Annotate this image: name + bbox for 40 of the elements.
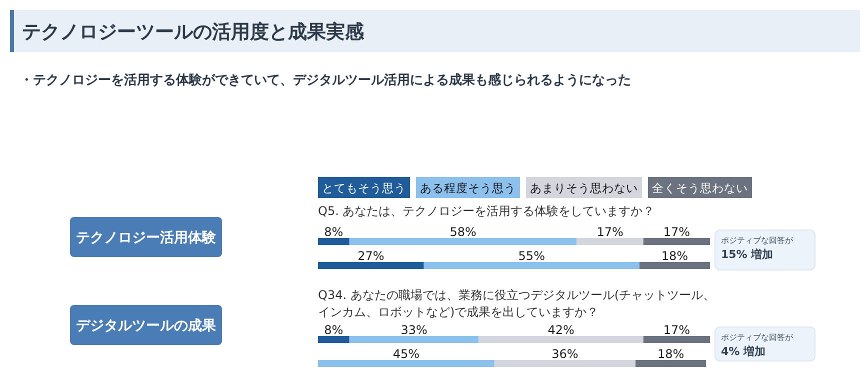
data-label: 18% (657, 347, 684, 361)
bar (494, 360, 636, 367)
data-label: 55% (518, 249, 545, 263)
bar (478, 336, 644, 343)
bar (639, 262, 710, 269)
text: テクノロジーツールの活用度と成果実感 (22, 21, 365, 43)
text: ポジティブな回答が 4% 増加 (721, 333, 794, 358)
chart-title: Q5. あなたは、テクノロジーを活用する体験をしていますか？ (318, 204, 655, 218)
bar (643, 238, 710, 245)
bar (318, 238, 350, 245)
text: あまりそう思わない (530, 181, 638, 195)
data-label: 8% (324, 323, 344, 337)
data-label: 33% (400, 323, 428, 337)
data-label: 17% (663, 323, 690, 337)
data-label: 17% (663, 225, 690, 239)
y-axis-title: デジタルツールの成果 (76, 318, 217, 334)
text: とてもそう思う (322, 181, 406, 195)
data-label: 17% (596, 225, 624, 239)
text: 全くそう思わない (652, 181, 748, 195)
text: ・テクノロジーを活用する体験ができていて、デジタルツール活用による成果も感じられるようになった (20, 72, 631, 88)
bar (636, 360, 706, 367)
data-label: 18% (661, 249, 688, 263)
bar (318, 262, 424, 269)
y-axis-title: テクノロジー活用体験 (76, 230, 217, 246)
text: ある程度そう思う (420, 181, 516, 195)
bar (349, 336, 479, 343)
data-label: 58% (450, 225, 476, 239)
bar (576, 238, 644, 245)
text: ポジティブな回答が 15% 増加 (721, 236, 794, 261)
data-label: 36% (552, 347, 578, 361)
data-label: 45% (392, 347, 420, 361)
bar (424, 262, 640, 269)
data-label: 27% (358, 249, 384, 263)
bar (318, 360, 494, 367)
data-label: 8% (324, 225, 344, 239)
bar (349, 238, 577, 245)
chart-title: Q34. あなたの職場では、業務に役立つデジタルツール(チャットツール、インカム、ロボットなど)で成果を出していますか？ (318, 288, 716, 319)
data-label: 42% (548, 323, 574, 337)
bar (318, 336, 350, 343)
bar (643, 336, 710, 343)
